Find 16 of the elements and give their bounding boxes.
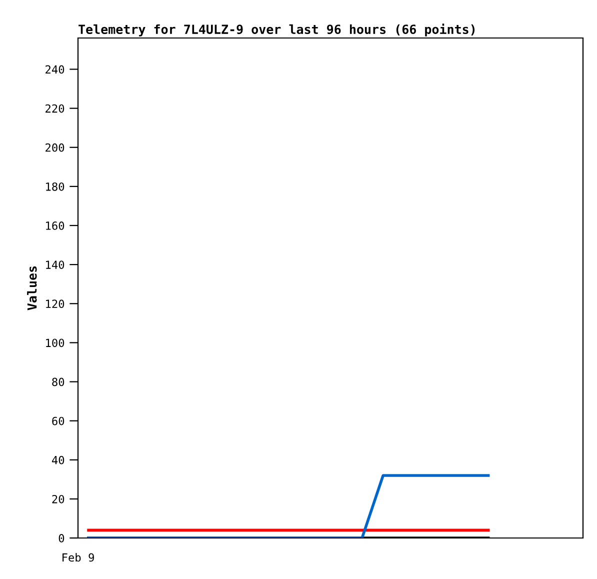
y-tick-label: 0 bbox=[58, 534, 64, 542]
y-tick-label: 200 bbox=[46, 143, 64, 152]
y-tick-label: 240 bbox=[46, 65, 64, 74]
y-tick-label: 160 bbox=[46, 222, 64, 230]
y-tick-label: 80 bbox=[52, 378, 64, 386]
y-tick-label: 140 bbox=[46, 260, 64, 269]
y-tick-label: 40 bbox=[52, 456, 64, 464]
y-tick-label: 60 bbox=[52, 416, 64, 426]
text: Feb 9 bbox=[62, 553, 94, 562]
y-tick-label: 20 bbox=[52, 494, 64, 504]
y-tick-label: 220 bbox=[46, 104, 64, 113]
y-tick-label: 180 bbox=[46, 182, 64, 191]
y-axis-title: Values bbox=[27, 266, 37, 310]
y-tick-label: 100 bbox=[46, 338, 64, 348]
chart-title: Telemetry for 7L4ULZ-9 over last 96 hours (66 points) bbox=[78, 24, 475, 36]
y-tick-label: 120 bbox=[46, 300, 64, 308]
